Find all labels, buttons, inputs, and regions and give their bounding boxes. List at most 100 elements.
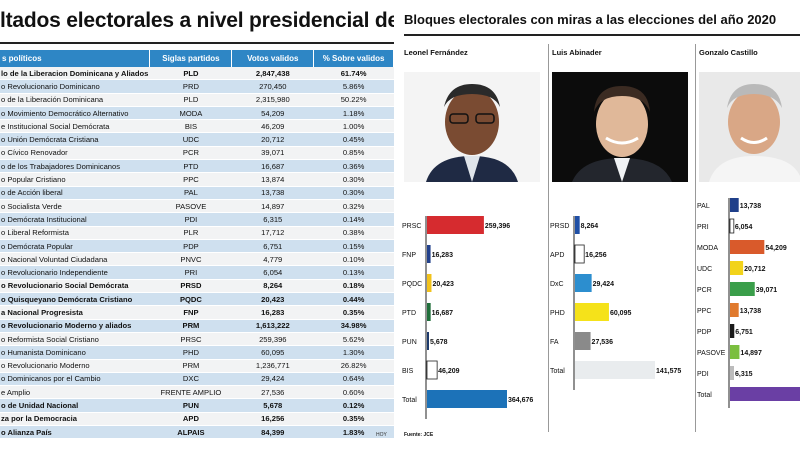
candidate-column-castillo: Gonzalo Castillo PAL 13,738 PRI 6,054 MODA 54… xyxy=(697,44,800,436)
table-row: e Amplio FRENTE AMPLIO 27,536 0.60% xyxy=(0,385,394,400)
candidate-name: Gonzalo Castillo xyxy=(699,48,758,57)
party-acronym-cell: FRENTE AMPLIO xyxy=(149,385,232,400)
votes-cell: 14,897 xyxy=(231,199,314,214)
party-name-cell: o Demócrata Institucional xyxy=(0,212,150,227)
party-acronym-cell: ALPAIS xyxy=(149,425,232,440)
bar xyxy=(427,332,429,350)
party-acronym-cell: PRM xyxy=(149,319,232,333)
percent-cell: 0.44% xyxy=(313,292,394,307)
party-acronym-cell: PNVC xyxy=(149,252,232,267)
votes-cell: 6,315 xyxy=(231,212,314,227)
percent-cell: 26.82% xyxy=(313,359,394,373)
party-name-cell: o Movimiento Democrático Alternativo xyxy=(0,106,150,121)
percent-cell: 0.18% xyxy=(313,279,394,294)
data-label: 141,575 xyxy=(656,368,681,375)
data-label: 259,396 xyxy=(485,223,510,230)
category-label: BIS xyxy=(402,368,414,375)
votes-cell: 16,283 xyxy=(231,305,314,320)
percent-cell: 0.38% xyxy=(313,226,394,240)
party-name-cell: a Nacional Progresista xyxy=(0,305,150,320)
percent-cell: 0.85% xyxy=(313,146,394,161)
percent-cell: 34.98% xyxy=(313,319,394,333)
party-acronym-cell: FNP xyxy=(149,305,232,320)
votes-cell: 259,396 xyxy=(231,332,314,347)
percent-cell: 61.74% xyxy=(313,67,394,81)
category-label: Total xyxy=(697,392,712,399)
party-name-cell: o Socialista Verde xyxy=(0,199,150,214)
category-label: PRSD xyxy=(550,223,569,230)
party-acronym-cell: BIS xyxy=(149,119,232,134)
table-row: o Nacional Voluntad Ciudadana PNVC 4,779 0.… xyxy=(0,252,394,267)
table-row: o Socialista Verde PASOVE 14,897 0.32% xyxy=(0,199,394,214)
votes-cell: 1,613,222 xyxy=(231,319,314,333)
party-acronym-cell: PHD xyxy=(149,345,232,360)
header-partidos: s políticos xyxy=(0,50,151,67)
data-label: 6,054 xyxy=(735,224,753,231)
party-acronym-cell: UDC xyxy=(149,132,232,147)
candidate-photo xyxy=(404,72,540,182)
percent-cell: 0.15% xyxy=(313,239,394,254)
category-label: MODA xyxy=(697,245,718,252)
data-label: 13,738 xyxy=(740,203,762,210)
category-label: UDC xyxy=(697,266,712,273)
party-name-cell: o Humanista Dominicano xyxy=(0,345,150,360)
party-name-cell: lo de la Liberacion Dominicana y Aliados xyxy=(0,67,150,81)
data-label: 54,209 xyxy=(765,245,787,252)
category-label: PASOVE xyxy=(697,350,726,357)
table-header-row: s políticos Siglas partidos Votos valido… xyxy=(0,50,394,67)
bar xyxy=(575,332,591,350)
category-label: Total xyxy=(550,368,565,375)
percent-cell: 50.22% xyxy=(313,93,394,107)
percent-cell: 0.35% xyxy=(313,412,394,427)
table-row: o Dominicanos por el Cambio DXC 29,424 0.64… xyxy=(0,372,394,387)
table-row: za por la Democracia APD 16,256 0.35% xyxy=(0,412,394,427)
party-acronym-cell: PLR xyxy=(149,226,232,240)
votes-cell: 5,678 xyxy=(231,398,314,413)
party-name-cell: e Institucional Social Demócrata xyxy=(0,119,150,134)
table-row: o Revolucionario Moderno PRM 1,236,771 26.8… xyxy=(0,359,394,373)
category-label: DxC xyxy=(550,281,564,288)
bar xyxy=(427,303,431,321)
bar xyxy=(427,245,431,263)
percent-cell: 0.13% xyxy=(313,265,394,280)
table-row: o de la Liberación Dominicana PLD 2,315,98… xyxy=(0,93,394,107)
category-label: PPC xyxy=(697,308,711,315)
bar xyxy=(730,366,734,380)
party-name-cell: za por la Democracia xyxy=(0,412,150,427)
data-label: 6,315 xyxy=(735,371,753,378)
party-acronym-cell: DXC xyxy=(149,372,232,387)
table-row: o Liberal Reformista PLR 17,712 0.38% xyxy=(0,226,394,240)
party-acronym-cell: PRI xyxy=(149,265,232,280)
votes-cell: 17,712 xyxy=(231,226,314,240)
votes-cell: 1,236,771 xyxy=(231,359,314,373)
bar xyxy=(730,240,765,254)
table-row: o Unión Demócrata Cristiana UDC 20,712 0.45… xyxy=(0,132,394,147)
table-row: o Alianza País ALPAIS 84,399 1.83% xyxy=(0,425,394,440)
bar xyxy=(730,303,739,317)
category-label: PQDC xyxy=(402,281,422,288)
table-row: e Institucional Social Demócrata BIS 46,20… xyxy=(0,119,394,134)
percent-cell: 0.10% xyxy=(313,252,394,267)
party-acronym-cell: PDP xyxy=(149,239,232,254)
party-name-cell: e Amplio xyxy=(0,385,150,400)
category-label: PAL xyxy=(697,203,710,210)
votes-cell: 27,536 xyxy=(231,385,314,400)
data-label: 8,264 xyxy=(581,223,599,230)
party-name-cell: o de Unidad Nacional xyxy=(0,398,150,413)
percent-cell: 1.30% xyxy=(313,345,394,360)
candidate-column-abinader: Luis Abinader PRSD 8,264 APD 16,256 DxC 29,42… xyxy=(550,44,694,436)
bar-chart-abinader: PRSD 8,264 APD 16,256 DxC 29,424 PHD 60,095 FA 27… xyxy=(550,216,681,390)
bar xyxy=(575,216,580,234)
bar xyxy=(427,216,484,234)
votes-cell: 39,071 xyxy=(231,146,314,161)
votes-cell: 20,712 xyxy=(231,132,314,147)
votes-cell: 4,779 xyxy=(231,252,314,267)
category-label: PHD xyxy=(550,310,565,317)
data-label: 364,676 xyxy=(508,397,533,404)
table-row: o Quisqueyano Demócrata Cristiano PQDC 20,… xyxy=(0,292,394,307)
table-row: o Popular Cristiano PPC 13,874 0.30% xyxy=(0,172,394,187)
party-name-cell: o de los Trabajadores Dominicanos xyxy=(0,159,150,174)
party-name-cell: o de la Liberación Dominicana xyxy=(0,93,150,107)
percent-cell: 5.62% xyxy=(313,332,394,347)
party-name-cell: o Quisqueyano Demócrata Cristiano xyxy=(0,292,150,307)
